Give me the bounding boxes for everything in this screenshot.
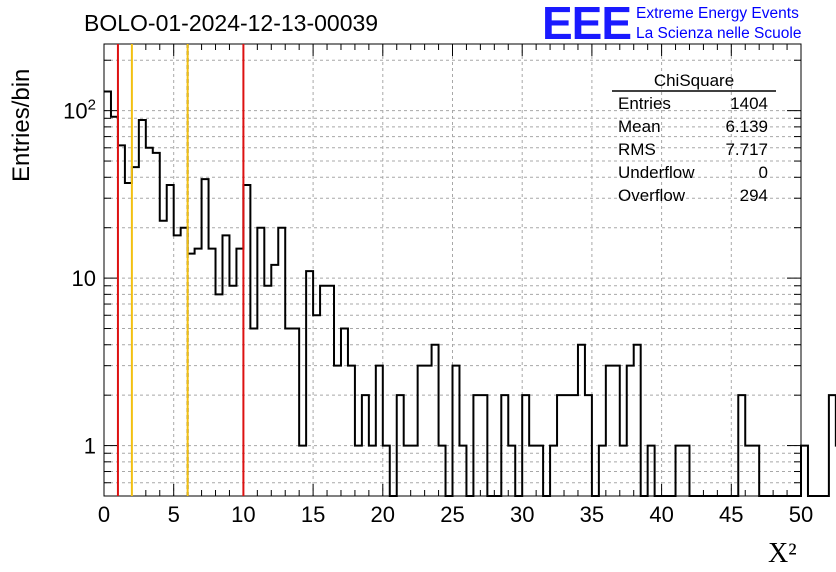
- stats-row-value: 0: [759, 163, 768, 182]
- stats-row-label: Overflow: [618, 186, 686, 205]
- x-tick-label: 50: [789, 502, 813, 527]
- x-tick-label: 15: [301, 502, 325, 527]
- stats-title: ChiSquare: [654, 71, 734, 90]
- stats-row-value: 7.717: [725, 140, 768, 159]
- logo-line-1: Extreme Energy Events: [636, 5, 799, 22]
- x-tick-label: 35: [580, 502, 604, 527]
- stats-row-label: Underflow: [618, 163, 695, 182]
- x-tick-label: 30: [510, 502, 534, 527]
- x-tick-label: 25: [440, 502, 464, 527]
- y-tick-label: 102: [63, 97, 96, 124]
- x-tick-label: 40: [649, 502, 673, 527]
- stats-row-value: 6.139: [725, 117, 768, 136]
- stats-row-label: Entries: [618, 94, 671, 113]
- x-axis-label: X²: [768, 538, 797, 569]
- x-tick-label: 10: [231, 502, 255, 527]
- stats-row-label: RMS: [618, 140, 656, 159]
- x-tick-label: 45: [719, 502, 743, 527]
- x-tick-label: 20: [371, 502, 395, 527]
- chart-title: BOLO-01-2024-12-13-00039: [84, 10, 379, 36]
- eee-logo: EEE: [542, 0, 632, 49]
- logo-line-2: La Scienza nelle Scuole: [636, 25, 802, 42]
- stats-row-label: Mean: [618, 117, 661, 136]
- y-axis-label: Entries/bin: [8, 68, 35, 182]
- y-tick-label: 1: [84, 434, 96, 459]
- y-tick-label: 10: [72, 266, 96, 291]
- x-tick-label: 0: [98, 502, 110, 527]
- stats-row-value: 294: [740, 186, 768, 205]
- stats-row-value: 1404: [730, 94, 768, 113]
- histogram-series: [104, 90, 836, 497]
- x-tick-label: 5: [168, 502, 180, 527]
